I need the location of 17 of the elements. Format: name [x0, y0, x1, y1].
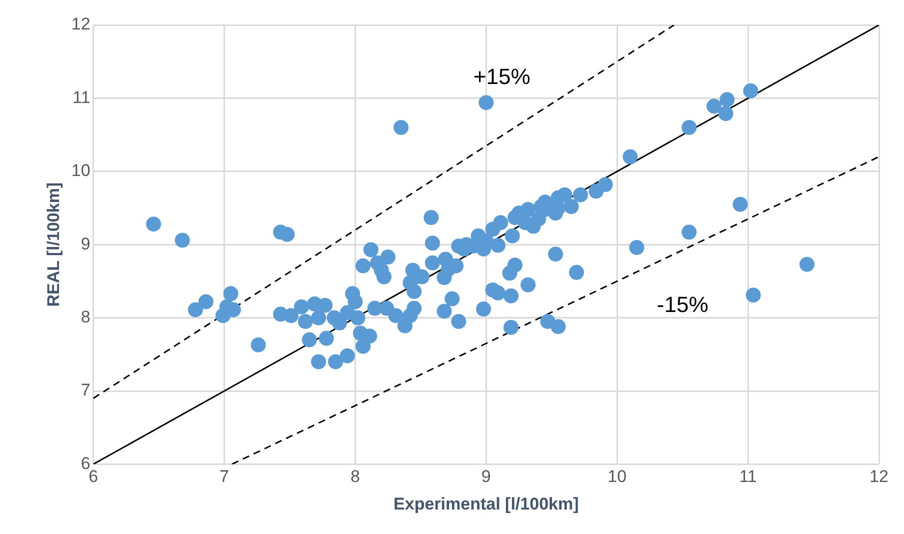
x-tick-label: 10 [608, 467, 627, 486]
x-tick-label: 8 [350, 467, 360, 486]
y-tick-label: 11 [72, 88, 90, 107]
y-tick-label: 9 [80, 234, 90, 254]
y-tick-label: 6 [80, 454, 90, 473]
y-tick-label: 7 [80, 380, 90, 400]
x-tick-label: 11 [739, 467, 757, 486]
x-tick-label: 12 [870, 467, 888, 486]
y-tick-label: 10 [71, 161, 90, 180]
y-tick-label: 8 [80, 307, 90, 326]
x-tick-label: 9 [481, 467, 491, 486]
y-axis-title: REAL [l/100km] [44, 182, 63, 307]
annotation: +15% [473, 64, 530, 89]
x-axis-title: Experimental [l/100km] [394, 494, 579, 514]
y-tick-label: 12 [71, 14, 90, 34]
annotation: -15% [656, 292, 708, 318]
x-tick-label: 7 [220, 467, 229, 486]
